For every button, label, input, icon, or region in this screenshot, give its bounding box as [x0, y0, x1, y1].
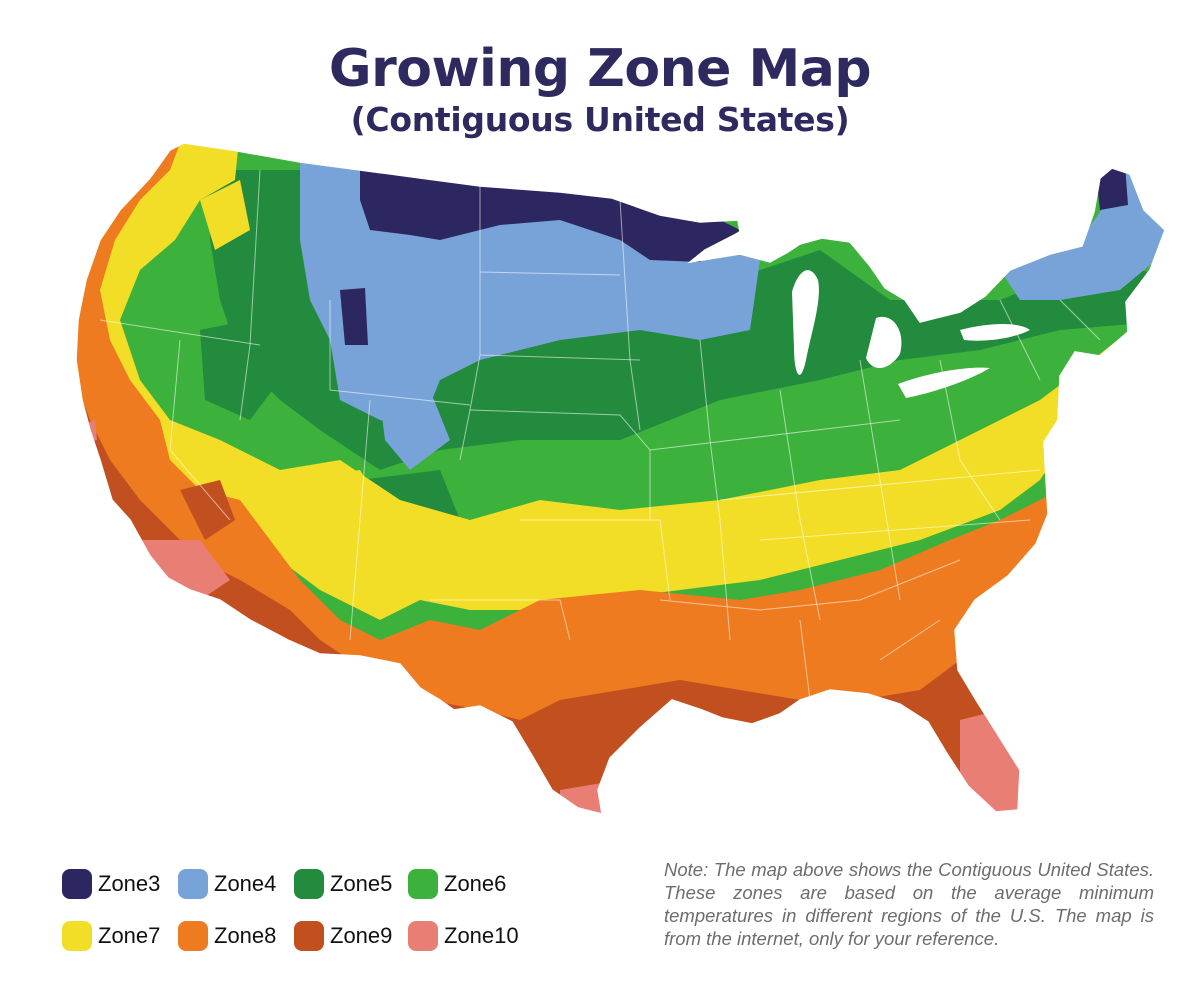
map-subtitle: (Contiguous United States): [350, 100, 850, 139]
map-note: Note: The map above shows the Contiguous…: [664, 859, 1154, 949]
legend-label: Zone3: [98, 871, 161, 896]
legend-label: Zone6: [444, 871, 507, 896]
legend-swatch: [408, 869, 438, 899]
lake-ontario: [960, 324, 1030, 341]
legend-item-zone5: Zone5: [294, 866, 392, 902]
zone7-region: [76, 143, 1140, 620]
zone3-region: [360, 170, 740, 262]
growing-zone-map: [75, 142, 1166, 815]
legend-swatch: [62, 869, 92, 899]
legend-swatch: [294, 921, 324, 951]
zone9-patch: [180, 480, 235, 540]
legend-item-zone10: Zone10: [408, 918, 519, 954]
legend-swatch: [62, 921, 92, 951]
zone4-region-northeast: [1000, 170, 1165, 300]
legend-item-zone8: Zone8: [178, 918, 276, 954]
zone3-patch: [340, 288, 368, 345]
legend-label: Zone5: [330, 871, 393, 896]
legend-swatch: [408, 921, 438, 951]
lake-erie: [898, 367, 990, 398]
state-boundaries: [99, 169, 1101, 701]
legend-item-zone9: Zone9: [294, 918, 392, 954]
legend-label: Zone9: [330, 923, 393, 948]
legend-item-zone7: Zone7: [62, 918, 160, 954]
legend-label: Zone7: [98, 923, 161, 948]
zone7-patch: [300, 470, 390, 560]
title-block: Growing Zone Map (Contiguous United Stat…: [0, 38, 1200, 140]
legend-swatch: [178, 869, 208, 899]
legend-item-zone3: Zone3: [62, 866, 160, 902]
zone7-patch: [200, 180, 250, 250]
legend-label: Zone8: [214, 923, 277, 948]
legend-item-zone6: Zone6: [408, 866, 506, 902]
legend-swatch: [294, 869, 324, 899]
map-title: Growing Zone Map: [328, 39, 872, 99]
legend: Zone3 Zone4 Zone5 Zone6 Zone7 Zone8 Zone…: [62, 866, 542, 966]
legend-swatch: [178, 921, 208, 951]
legend-label: Zone10: [444, 923, 519, 948]
lake-michigan: [792, 270, 819, 375]
legend-label: Zone4: [214, 871, 277, 896]
zone4-patch: [380, 390, 450, 470]
zone10-patch: [82, 420, 97, 442]
legend-item-zone4: Zone4: [178, 866, 276, 902]
zone-bands: [76, 143, 1165, 814]
lake-huron: [866, 316, 902, 369]
